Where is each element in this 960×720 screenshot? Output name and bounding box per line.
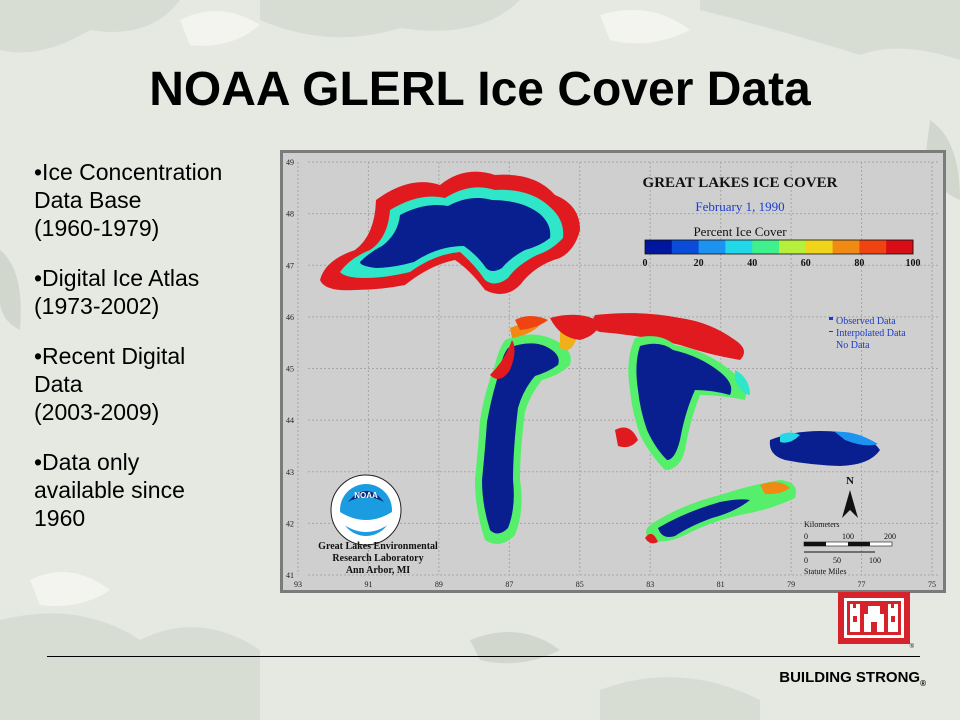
mile-tick: 50 <box>833 556 841 565</box>
colorbar-swatch <box>805 240 834 254</box>
colorbar-swatch <box>645 240 673 254</box>
mile-tick: 100 <box>869 556 881 565</box>
longitude-label: 85 <box>576 580 584 589</box>
lab-line: Ann Arbor, MI <box>346 565 410 576</box>
scale-title: Percent Ice Cover <box>693 224 787 239</box>
colorbar-ticks: 0 20 40 60 80 100 <box>643 258 921 269</box>
scale-bar: Kilometers 0 100 200 0 50 100 Statute Mi… <box>803 520 896 576</box>
lake-superior <box>320 171 580 294</box>
longitude-label: 89 <box>435 580 443 589</box>
lab-credit: Great Lakes Environmental Research Labor… <box>318 541 438 576</box>
colorbar-swatch <box>779 240 807 254</box>
bullet-line: •Digital Ice Atlas <box>34 265 200 291</box>
colorbar-swatch <box>725 240 753 254</box>
mile-tick: 0 <box>804 556 808 565</box>
colorbar-swatch <box>886 240 914 254</box>
legend-interpolated: Interpolated Data <box>836 328 906 339</box>
percent-ice-colorbar <box>644 239 914 255</box>
footer-rule <box>47 656 920 657</box>
bullet-item: •Digital Ice Atlas (1973-2002) <box>34 264 264 320</box>
lake-erie <box>645 480 796 544</box>
noaa-logo: NOAA <box>330 474 402 546</box>
latitude-label: 44 <box>286 416 294 425</box>
latitude-label: 42 <box>286 519 294 528</box>
slide-title: NOAA GLERL Ice Cover Data <box>149 63 811 116</box>
data-legend: Observed Data Interpolated Data No Data <box>829 316 906 351</box>
map-title: GREAT LAKES ICE COVER <box>643 175 838 191</box>
footer-mark: ® <box>920 679 926 688</box>
bullet-line: Data <box>34 371 83 397</box>
colorbar-tick: 60 <box>801 258 811 269</box>
colorbar-swatch <box>832 240 860 254</box>
bullet-line: available since <box>34 477 185 503</box>
lake-huron <box>615 336 750 470</box>
bullet-item: •Ice Concentration Data Base (1960-1979) <box>34 158 264 242</box>
longitude-label: 93 <box>294 580 302 589</box>
bullet-line: •Ice Concentration <box>34 159 223 185</box>
colorbar-swatch <box>698 240 726 254</box>
bullet-item: •Recent Digital Data (2003-2009) <box>34 342 264 426</box>
colorbar-tick: 100 <box>906 258 921 269</box>
latitude-label: 46 <box>286 313 294 322</box>
km-label: Kilometers <box>804 520 840 529</box>
km-tick: 100 <box>842 532 854 541</box>
longitude-labels: 93 91 89 87 85 83 81 79 77 75 <box>294 580 936 589</box>
latitude-label: 43 <box>286 468 294 477</box>
km-tick: 0 <box>804 532 808 541</box>
footer-text: BUILDING STRONG <box>779 669 921 686</box>
latitude-label: 48 <box>286 210 294 219</box>
colorbar-swatch <box>859 240 887 254</box>
km-tick: 200 <box>884 532 896 541</box>
longitude-label: 75 <box>928 580 936 589</box>
longitude-label: 77 <box>858 580 866 589</box>
latitude-label: 47 <box>286 261 294 270</box>
lake-ontario <box>769 431 880 466</box>
ice-cover-map: GREAT LAKES ICE COVER February 1, 1990 P… <box>280 150 946 593</box>
lab-line: Great Lakes Environmental <box>318 541 438 552</box>
bullet-item: •Data only available since 1960 <box>34 448 264 532</box>
longitude-label: 79 <box>787 580 795 589</box>
bullet-line: (1973-2002) <box>34 293 160 319</box>
footer-slogan: BUILDING STRONG® <box>779 669 926 688</box>
lab-line: Research Laboratory <box>332 553 423 564</box>
longitude-label: 91 <box>364 580 372 589</box>
north-label: N <box>846 475 854 487</box>
colorbar-swatch <box>671 240 700 254</box>
latitude-label: 41 <box>286 571 294 580</box>
bullet-list: •Ice Concentration Data Base (1960-1979)… <box>34 158 264 554</box>
bullet-line: (2003-2009) <box>34 399 160 425</box>
longitude-label: 83 <box>646 580 654 589</box>
green-bay <box>490 313 744 379</box>
bullet-line: •Data only <box>34 449 140 475</box>
legend-no-data: No Data <box>836 340 870 351</box>
north-arrow-icon: N <box>842 475 858 518</box>
colorbar-swatch <box>752 240 780 254</box>
longitude-label: 87 <box>505 580 513 589</box>
bullet-line: Data Base <box>34 187 142 213</box>
latitude-label: 45 <box>286 365 294 374</box>
usace-castle-icon: ® <box>838 592 915 650</box>
bullet-line: (1960-1979) <box>34 215 160 241</box>
bullet-line: •Recent Digital <box>34 343 186 369</box>
colorbar-tick: 80 <box>854 258 864 269</box>
colorbar-tick: 20 <box>694 258 704 269</box>
colorbar-tick: 0 <box>643 258 648 269</box>
bullet-line: 1960 <box>34 505 86 531</box>
legend-observed: Observed Data <box>836 316 896 327</box>
colorbar-frame <box>644 239 914 255</box>
latitude-label: 49 <box>286 158 294 167</box>
latitude-labels: 49 48 47 46 45 44 43 42 41 <box>286 158 294 580</box>
map-date: February 1, 1990 <box>695 199 784 214</box>
registered-mark: ® <box>910 643 915 650</box>
noaa-logo-text: NOAA <box>354 491 378 500</box>
longitude-label: 81 <box>717 580 725 589</box>
mile-label: Statute Miles <box>804 567 846 576</box>
colorbar-tick: 40 <box>747 258 757 269</box>
